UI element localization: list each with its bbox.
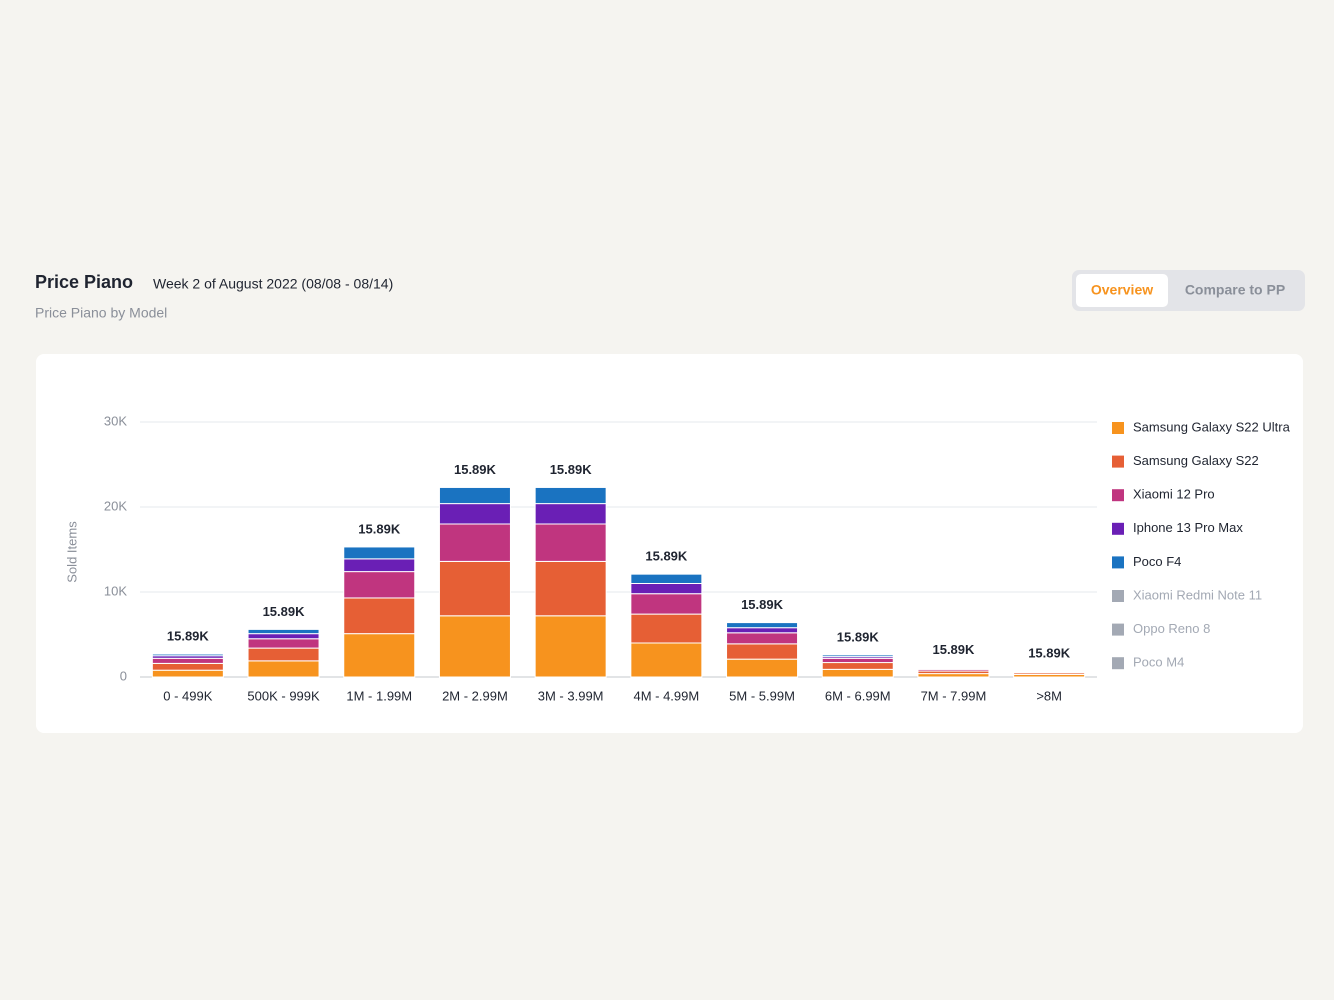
bar-segment xyxy=(247,660,320,678)
x-tick-label: 2M - 2.99M xyxy=(442,688,508,703)
legend-swatch xyxy=(1112,590,1124,602)
bar-segment xyxy=(630,583,703,595)
bar-segment xyxy=(438,615,511,678)
bar-segment xyxy=(151,657,224,664)
x-tick-label: 7M - 7.99M xyxy=(921,688,987,703)
bar-label: 15.89K xyxy=(932,642,975,657)
bar-segment xyxy=(726,627,799,634)
y-tick-label: 30K xyxy=(104,413,127,428)
bar-label: 15.89K xyxy=(550,462,593,477)
bar-segment xyxy=(343,633,416,678)
date-range: Week 2 of August 2022 (08/08 - 08/14) xyxy=(153,276,393,292)
bar-segment xyxy=(630,593,703,615)
bar-label: 15.89K xyxy=(645,549,688,564)
bar-segment xyxy=(247,638,320,649)
bar-segment xyxy=(917,673,990,678)
x-tick-label: 0 - 499K xyxy=(163,688,212,703)
bar-segment xyxy=(821,654,894,658)
bar-segment xyxy=(534,503,607,525)
y-tick-label: 0 xyxy=(120,668,127,683)
bar-label: 15.89K xyxy=(167,628,210,643)
y-tick-label: 20K xyxy=(104,498,127,513)
bar-segment xyxy=(534,560,607,617)
bar-segment xyxy=(343,546,416,560)
legend-label: Xiaomi Redmi Note 11 xyxy=(1133,587,1262,602)
legend-swatch xyxy=(1112,455,1124,468)
x-tick-label: 4M - 4.99M xyxy=(633,688,699,703)
bar-segment xyxy=(438,486,511,505)
bar-segment xyxy=(247,628,320,635)
bar-segment xyxy=(726,632,799,645)
subtitle: Price Piano by Model xyxy=(35,305,167,321)
bar-segment xyxy=(534,615,607,678)
bar-segment xyxy=(821,657,894,664)
bar-segment xyxy=(630,642,703,678)
legend-swatch xyxy=(1112,422,1124,434)
bar-segment xyxy=(438,560,511,617)
legend-swatch xyxy=(1112,489,1124,502)
bar-segment xyxy=(917,667,990,670)
bar-segment xyxy=(726,643,799,660)
legend-label: Poco F4 xyxy=(1133,554,1181,569)
x-tick-label: 500K - 999K xyxy=(247,688,320,703)
bar-label: 15.89K xyxy=(454,462,497,477)
bar-segment xyxy=(726,622,799,629)
legend-swatch xyxy=(1112,623,1124,636)
legend-swatch xyxy=(1112,556,1124,569)
bar-segment xyxy=(247,633,320,640)
bar-segment xyxy=(726,658,799,678)
bar-label: 15.89K xyxy=(263,604,306,619)
x-tick-label: >8M xyxy=(1036,688,1062,703)
legend-label: Xiaomi 12 Pro xyxy=(1133,487,1215,502)
page-title: Price Piano xyxy=(35,272,133,292)
bar-segment xyxy=(343,558,416,573)
legend-swatch xyxy=(1112,522,1124,535)
legend-label: Oppo Reno 8 xyxy=(1133,621,1210,636)
bar-label: 15.89K xyxy=(1028,645,1071,660)
x-tick-label: 1M - 1.99M xyxy=(346,688,412,703)
bar-segment xyxy=(630,573,703,585)
x-tick-label: 3M - 3.99M xyxy=(538,688,604,703)
legend-swatch xyxy=(1112,657,1124,670)
bar-segment xyxy=(438,523,511,562)
bar-label: 15.89K xyxy=(741,597,784,612)
legend-label: Samsung Galaxy S22 xyxy=(1133,453,1259,468)
legend-label: Samsung Galaxy S22 Ultra xyxy=(1133,419,1291,434)
bar-segment xyxy=(343,571,416,599)
bar-segment xyxy=(821,668,894,678)
legend-label: Iphone 13 Pro Max xyxy=(1133,520,1243,535)
bar-segment xyxy=(438,503,511,525)
bar-segment xyxy=(534,523,607,562)
tab-overview[interactable]: Overview xyxy=(1091,282,1153,298)
bar-segment xyxy=(151,662,224,671)
bar-label: 15.89K xyxy=(837,629,880,644)
legend-label: Poco M4 xyxy=(1133,655,1184,670)
tab-compare[interactable]: Compare to PP xyxy=(1185,282,1285,298)
bar-segment xyxy=(151,669,224,678)
bar-segment xyxy=(630,613,703,644)
bar-segment xyxy=(343,597,416,635)
x-tick-label: 5M - 5.99M xyxy=(729,688,795,703)
bar-segment xyxy=(534,486,607,505)
y-axis-label: Sold Items xyxy=(64,521,79,583)
bar-segment xyxy=(821,662,894,670)
bar-segment xyxy=(247,647,320,662)
x-tick-label: 6M - 6.99M xyxy=(825,688,891,703)
y-tick-label: 10K xyxy=(104,583,127,598)
tab-active-bg[interactable] xyxy=(1076,274,1168,307)
bar-label: 15.89K xyxy=(358,521,401,536)
bar-segment xyxy=(151,653,224,657)
